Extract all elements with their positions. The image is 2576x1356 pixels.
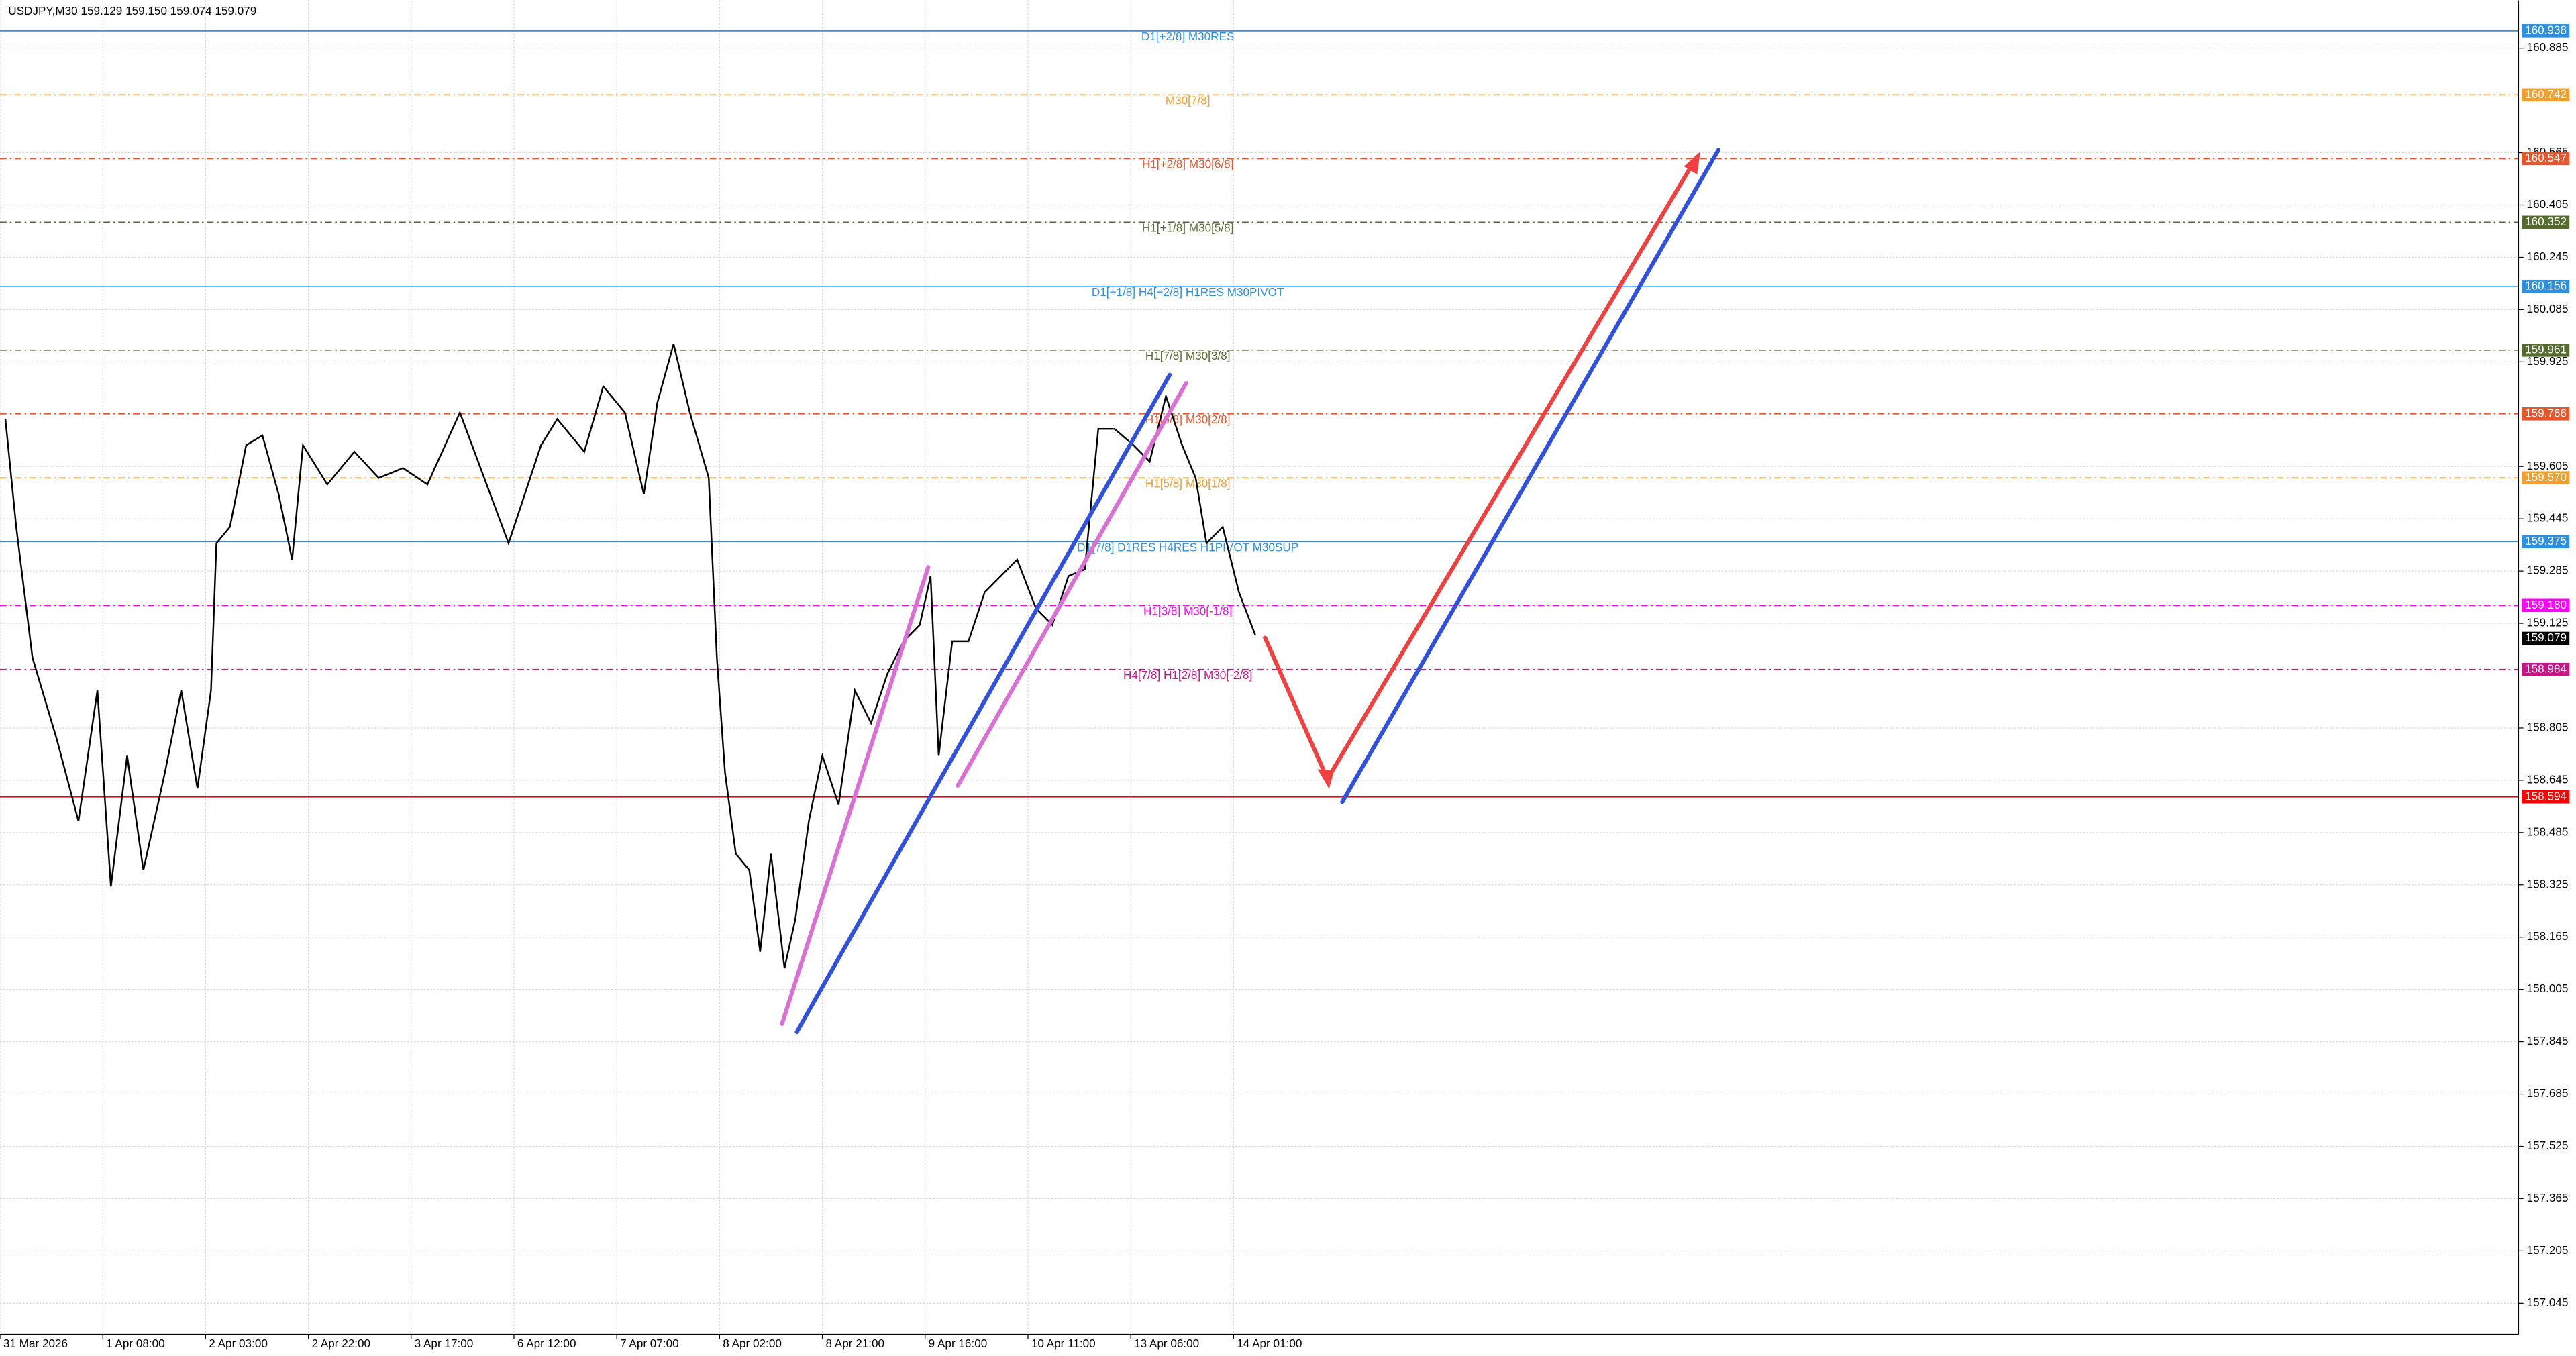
arrow-head [1684,151,1701,175]
price-tag [2522,344,2570,357]
y-tick-label: 159.445 [2527,511,2569,525]
level-label: H1[6/8] M30[2/8] [1145,413,1231,426]
x-tick-label: 10 Apr 11:00 [1031,1337,1096,1350]
x-tick-label: 2 Apr 03:00 [209,1337,268,1350]
y-tick-label: 157.205 [2527,1243,2569,1257]
price-tag-label: 160.156 [2525,278,2567,292]
price-tag [2522,280,2570,293]
y-tick-label: 157.365 [2527,1191,2569,1204]
trend-line [794,372,1172,1035]
price-tag [2522,535,2570,549]
grid [0,0,2519,1335]
x-tick-label: 3 Apr 17:00 [415,1337,474,1350]
x-tick-label: 2 Apr 22:00 [311,1337,370,1350]
price-tag-label: 159.180 [2525,598,2567,611]
y-tick-label: 159.285 [2527,564,2569,577]
x-tick-label: 1 Apr 08:00 [106,1337,165,1350]
arrow-head [1317,769,1335,789]
price-tag [2522,407,2570,421]
x-tick-label: 31 Mar 2026 [3,1337,68,1350]
price-tag-label: 158.984 [2525,662,2567,675]
price-tag [2522,215,2570,229]
price-tag-label: 160.547 [2525,151,2567,164]
level-label: H1[3/8] M30[-1/8] [1143,605,1232,618]
price-tag [2522,790,2570,804]
level-label: H1[5/8] M30[1/8] [1145,477,1231,490]
y-tick-label: 160.085 [2527,302,2569,315]
y-tick-label: 158.485 [2527,825,2569,838]
y-tick-label: 159.605 [2527,459,2569,472]
axes: 160.885160.565160.405160.245160.085159.9… [0,23,2570,1350]
chart-title: USDJPY,M30 159.129 159.150 159.074 159.0… [8,4,256,17]
y-tick-label: 159.925 [2527,354,2569,368]
x-tick-label: 9 Apr 16:00 [929,1337,988,1350]
y-tick-label: 159.125 [2527,616,2569,629]
trend-line [1340,148,1721,804]
price-tag-label: 160.352 [2525,215,2567,228]
price-tag [2522,662,2570,676]
trend-lines [780,148,1721,1035]
y-tick-label: 160.885 [2527,40,2569,54]
price-tag [2522,88,2570,102]
x-tick-label: 6 Apr 12:00 [517,1337,576,1350]
y-tick-label: 160.245 [2527,250,2569,263]
level-label: H4[7/8] H1[2/8] M30[-2/8] [1123,668,1252,682]
price-tag-label: 158.594 [2525,789,2567,802]
level-label: H1[+2/8] M30[6/8] [1142,158,1234,171]
trend-line [780,565,931,1026]
level-label: H1[7/8] M30[3/8] [1145,349,1231,362]
price-tag [2522,471,2570,485]
x-tick-label: 14 Apr 01:00 [1237,1337,1302,1350]
price-tag [2522,152,2570,166]
price-tag-label: 159.766 [2525,406,2567,419]
levels: D1[+2/8] M30RES M30[7/8] H1[+2/8] M30[6/8]… [0,30,2519,798]
price-tag-label: 159.375 [2525,534,2567,547]
y-tick-label: 157.685 [2527,1086,2569,1100]
y-tick-label: 157.525 [2527,1139,2569,1152]
level-label: D1[7/8] D1RES H4RES H1PIVOT M30SUP [1077,541,1298,554]
price-tag [2522,24,2570,38]
y-tick-label: 160.405 [2527,197,2569,211]
level-label: M30[7/8] [1166,94,1210,107]
x-tick-label: 8 Apr 21:00 [825,1337,884,1350]
trend-line [956,380,1188,788]
level-label: D1[+1/8] H4[+2/8] H1RES M30PIVOT [1092,285,1284,299]
y-tick-label: 158.005 [2527,982,2569,995]
last-price-tag [2522,631,2570,645]
price-tag-label: 160.938 [2525,23,2567,36]
last-price-label: 159.079 [2525,631,2567,644]
price-tag-label: 159.961 [2525,342,2567,356]
y-tick-label: 158.805 [2527,720,2569,733]
x-tick-label: 7 Apr 07:00 [620,1337,679,1350]
x-tick-label: 13 Apr 06:00 [1134,1337,1199,1350]
x-tick-label: 8 Apr 02:00 [723,1337,782,1350]
y-tick-label: 157.045 [2527,1296,2569,1309]
price-tag [2522,598,2570,613]
level-label: D1[+2/8] M30RES [1141,30,1235,43]
y-tick-label: 158.165 [2527,929,2569,943]
price-tag-label: 160.742 [2525,87,2567,101]
y-tick-label: 158.645 [2527,772,2569,786]
y-tick-label: 157.845 [2527,1034,2569,1047]
price-tag-label: 159.570 [2525,470,2567,484]
y-tick-label: 158.325 [2527,877,2569,890]
level-label: H1[+1/8] M30[5/8] [1142,221,1234,235]
